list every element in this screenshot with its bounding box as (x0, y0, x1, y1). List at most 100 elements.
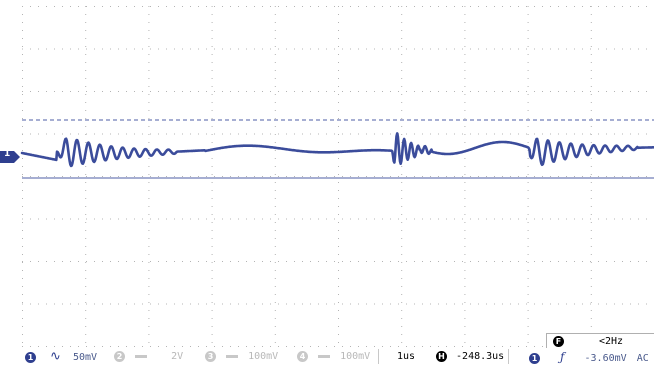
grid-dot (590, 133, 591, 135)
grid-dot (464, 286, 466, 287)
grid-dot (338, 22, 339, 23)
grid-dot (274, 302, 276, 303)
grid-dot (326, 176, 327, 177)
grid-dot (318, 261, 319, 262)
channel-1-offset-marker[interactable]: 1 (0, 148, 20, 163)
grid-dot (211, 118, 213, 119)
grid-dot (246, 218, 247, 220)
grid-dot (478, 6, 479, 7)
grid-dot (502, 48, 503, 50)
grid-dot (478, 133, 479, 135)
grid-dot (550, 303, 551, 305)
grid-dot (574, 91, 575, 92)
grid-dot (414, 6, 415, 7)
grid-dot (158, 48, 159, 50)
grid-dot (302, 303, 303, 305)
grid-dot (590, 182, 592, 183)
grid-dot (566, 48, 567, 50)
grid-dot (590, 294, 592, 295)
grid-dot (430, 91, 431, 92)
grid-dot (590, 326, 592, 327)
grid-dot (254, 133, 255, 135)
grid-dot (401, 198, 403, 199)
channel-2-setting[interactable]: 2 2V (114, 350, 183, 364)
grid-dot (46, 176, 47, 177)
grid-dot (22, 294, 23, 295)
grid-dot (438, 261, 439, 262)
grid-dot (590, 270, 592, 271)
grid-dot (274, 150, 276, 151)
grid-dot (102, 6, 103, 7)
grid-dot (358, 346, 359, 347)
grid-dot (401, 70, 403, 71)
grid-dot (606, 176, 607, 177)
grid-dot (274, 70, 276, 71)
trigger-setting[interactable]: 1 ƒ -3.60mV AC (529, 350, 649, 364)
grid-dot (338, 238, 339, 239)
grid-dot (350, 48, 351, 50)
grid-dot (358, 48, 359, 50)
grid-dot (22, 190, 23, 191)
grid-dot (230, 48, 231, 50)
grid-dot (430, 133, 431, 135)
grid-dot (230, 218, 231, 220)
grid-dot (558, 6, 559, 7)
grid-dot (518, 6, 519, 7)
grid-dot (510, 176, 511, 177)
grid-dot (470, 91, 471, 92)
grid-dot (527, 294, 529, 295)
grid-dot (542, 48, 543, 50)
grid-dot (464, 6, 466, 7)
grid-dot (85, 46, 87, 47)
grid-dot (366, 346, 367, 347)
grid-dot (78, 176, 79, 177)
grid-dot (148, 334, 150, 335)
horizontal-position-setting[interactable]: H -248.3us (436, 350, 504, 364)
grid-dot (338, 222, 339, 223)
grid-dot (470, 48, 471, 50)
grid-dot (590, 102, 592, 103)
grid-dot (502, 6, 503, 7)
grid-dot (302, 6, 303, 7)
grid-dot (85, 286, 87, 287)
grid-dot (614, 91, 615, 92)
grid-dot (118, 218, 119, 220)
channel-1-setting[interactable]: 1 ∿ 50mV (25, 350, 97, 364)
grid-dot (422, 176, 423, 177)
grid-dot (85, 166, 87, 167)
channel-3-setting[interactable]: 3 100mV (205, 350, 278, 364)
grid-dot (430, 261, 431, 262)
grid-dot (338, 86, 339, 87)
grid-dot (574, 6, 575, 7)
grid-dot (190, 6, 191, 7)
grid-dot (338, 278, 339, 279)
grid-dot (118, 261, 119, 262)
grid-dot (211, 278, 213, 279)
grid-dot (406, 303, 407, 305)
timebase-setting[interactable]: 1us (397, 350, 415, 364)
grid-dot (148, 318, 150, 319)
grid-dot (54, 48, 55, 50)
grid-dot (22, 78, 23, 79)
grid-dot (326, 346, 327, 347)
grid-dot (211, 142, 213, 143)
grid-dot (590, 78, 592, 79)
grid-dot (274, 158, 276, 159)
grid-dot (30, 91, 31, 92)
grid-dot (430, 346, 431, 347)
grid-dot (350, 91, 351, 92)
horizontal-position-value: -248.3us (456, 351, 505, 362)
grid-dot (148, 326, 150, 327)
grid-dot (614, 261, 615, 262)
channel-4-setting[interactable]: 4 100mV (297, 350, 370, 364)
grid-dot (38, 6, 39, 7)
grid-dot (454, 133, 455, 135)
grid-dot (518, 48, 519, 50)
grid-dot (182, 6, 183, 7)
grid-dot (462, 133, 463, 135)
grid-dot (22, 342, 23, 343)
grid-dot (222, 303, 223, 305)
grid-dot (590, 198, 592, 199)
grid-dot (406, 48, 407, 50)
grid-dot (464, 46, 466, 47)
